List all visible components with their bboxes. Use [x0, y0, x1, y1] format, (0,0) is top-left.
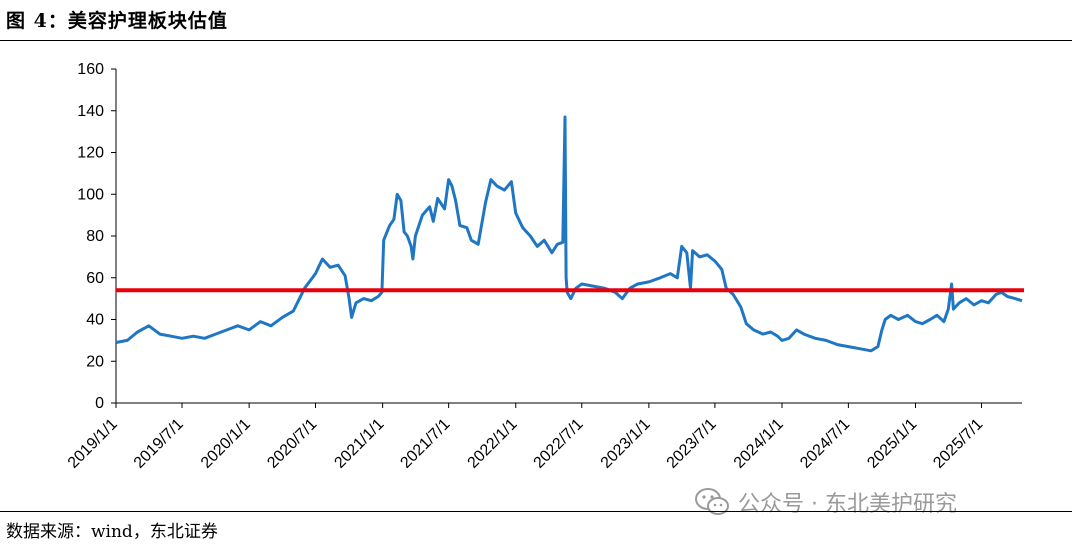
y-tick-label: 160 — [77, 61, 104, 78]
x-tick-label: 2020/1/1 — [198, 416, 254, 472]
y-tick-label: 100 — [77, 186, 104, 203]
x-tick-label: 2022/1/1 — [465, 416, 521, 472]
watermark: 公众号 · 东北美护研究 — [694, 486, 957, 518]
x-tick-label: 2025/1/1 — [864, 416, 920, 472]
title-divider — [0, 40, 1072, 41]
x-tick-label: 2021/7/1 — [397, 416, 453, 472]
y-tick-label: 120 — [77, 145, 104, 162]
x-tick-label: 2023/1/1 — [598, 416, 654, 472]
x-tick-label: 2021/1/1 — [331, 416, 387, 472]
x-tick-label: 2019/1/1 — [65, 416, 121, 472]
watermark-text: 公众号 · 东北美护研究 — [738, 492, 957, 517]
series-line — [115, 115, 1023, 353]
x-tick-label: 2024/1/1 — [731, 416, 787, 472]
series-group — [115, 115, 1023, 353]
source-divider — [0, 511, 1072, 512]
y-tick-label: 80 — [86, 228, 104, 245]
chart-title: 图 4：美容护理板块估值 — [6, 10, 228, 32]
y-tick-label: 60 — [86, 270, 104, 287]
wechat-icon — [695, 488, 729, 515]
y-tick-label: 20 — [86, 353, 104, 370]
y-tick-label: 0 — [95, 395, 104, 412]
x-tick-label: 2024/7/1 — [797, 416, 853, 472]
source-note: 数据来源：wind，东北证券 — [6, 522, 218, 542]
x-tick-label: 2025/7/1 — [930, 416, 986, 472]
x-tick-label: 2022/7/1 — [531, 416, 587, 472]
x-tick-label: 2023/7/1 — [664, 416, 720, 472]
x-tick-label: 2020/7/1 — [264, 416, 320, 472]
y-tick-label: 140 — [77, 103, 104, 120]
x-tick-label: 2019/7/1 — [131, 416, 187, 472]
y-tick-label: 40 — [86, 312, 104, 329]
